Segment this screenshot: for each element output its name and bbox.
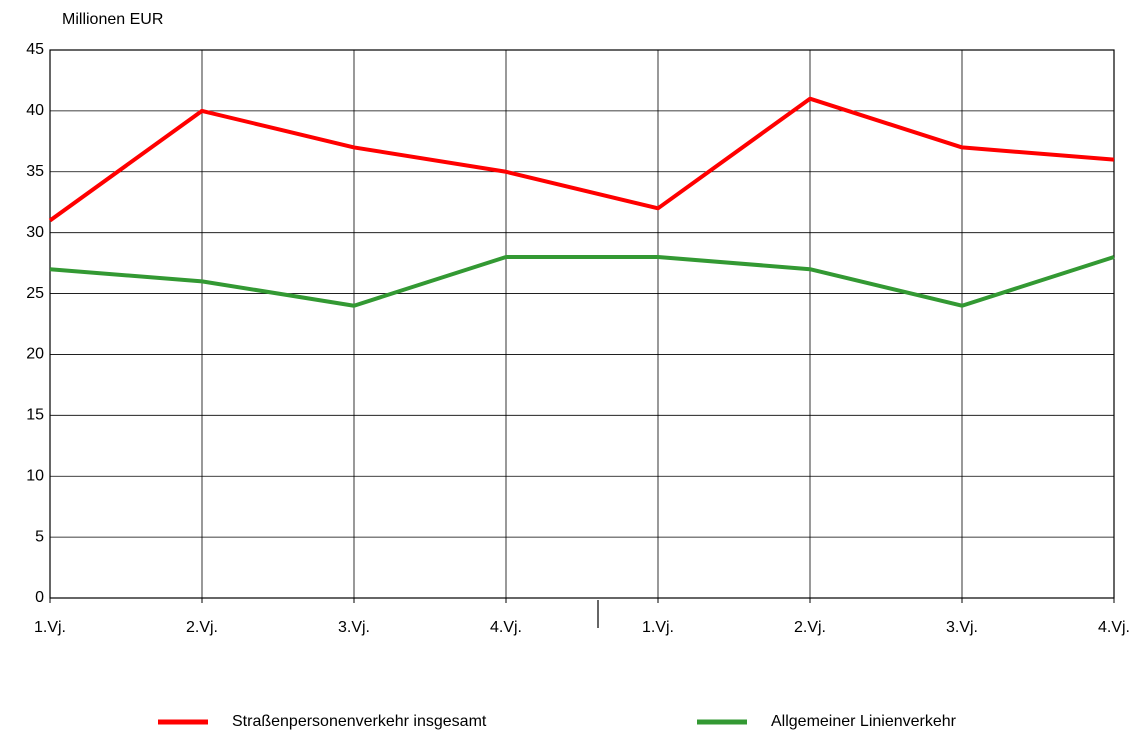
y-tick-label: 10	[26, 467, 44, 484]
plot-frame	[49, 49, 1115, 599]
x-tick-label: 2.Vj.	[186, 619, 218, 636]
y-tick-label: 20	[26, 346, 44, 363]
x-tick-label: 4.Vj.	[490, 619, 522, 636]
y-tick-label: 0	[35, 589, 44, 606]
y-tick-label: 25	[26, 285, 44, 302]
y-tick-label: 45	[26, 41, 44, 58]
legend-label: Allgemeiner Linienverkehr	[771, 713, 957, 730]
legend-label: Straßenpersonenverkehr insgesamt	[232, 713, 487, 730]
x-tick-label: 1.Vj.	[642, 619, 674, 636]
x-tick-label: 2.Vj.	[794, 619, 826, 636]
y-tick-label: 5	[35, 528, 44, 545]
x-tick-label: 1.Vj.	[34, 619, 66, 636]
y-tick-label: 15	[26, 407, 44, 424]
data-line	[49, 255, 1115, 308]
x-tick-label: 4.Vj.	[1098, 619, 1130, 636]
y-axis-label: Millionen EUR	[62, 11, 163, 28]
x-tick-label: 3.Vj.	[946, 619, 978, 636]
y-tick-label: 30	[26, 224, 44, 241]
x-tick-label: 3.Vj.	[338, 619, 370, 636]
y-tick-label: 35	[26, 163, 44, 180]
data-line	[48, 96, 1115, 223]
y-tick-label: 40	[26, 102, 44, 119]
